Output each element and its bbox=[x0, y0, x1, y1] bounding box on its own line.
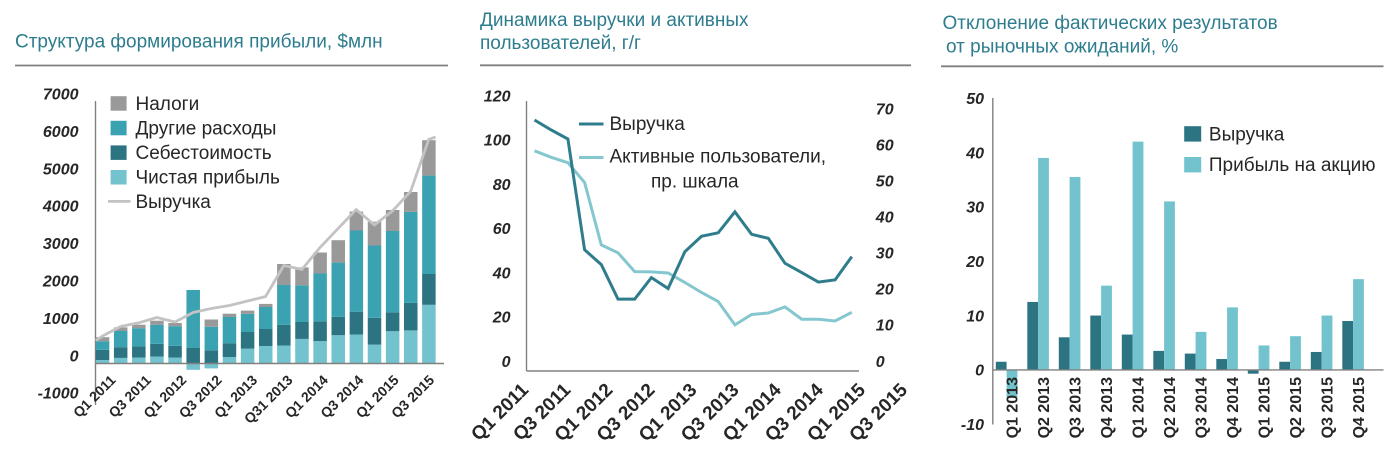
svg-text:0: 0 bbox=[70, 348, 79, 365]
svg-text:Q1 2015: Q1 2015 bbox=[1257, 377, 1274, 438]
svg-text:Q3 2015: Q3 2015 bbox=[1320, 377, 1337, 438]
svg-text:20: 20 bbox=[875, 282, 894, 299]
svg-text:20: 20 bbox=[492, 310, 511, 327]
svg-text:2000: 2000 bbox=[42, 274, 79, 291]
svg-text:Выручка: Выручка bbox=[136, 192, 212, 213]
svg-text:0: 0 bbox=[502, 354, 511, 371]
svg-text:30: 30 bbox=[966, 200, 984, 217]
svg-text:60: 60 bbox=[876, 137, 894, 154]
svg-text:1000: 1000 bbox=[43, 311, 79, 328]
svg-text:Налоги: Налоги bbox=[136, 94, 200, 115]
svg-text:6000: 6000 bbox=[43, 124, 79, 141]
svg-text:Q3 2014: Q3 2014 bbox=[1194, 377, 1211, 438]
svg-text:пр. шкала: пр. шкала bbox=[651, 171, 739, 192]
svg-text:10: 10 bbox=[966, 308, 984, 325]
svg-text:50: 50 bbox=[876, 174, 894, 191]
svg-text:-1000: -1000 bbox=[38, 386, 79, 403]
svg-text:Отклонение фактических результ: Отклонение фактических результатов bbox=[943, 13, 1278, 34]
svg-text:Выручка: Выручка bbox=[610, 114, 686, 135]
svg-text:Q1 2014: Q1 2014 bbox=[1131, 377, 1148, 438]
svg-text:Другие расходы: Другие расходы bbox=[136, 119, 277, 140]
svg-text:7000: 7000 bbox=[43, 87, 79, 104]
svg-text:5000: 5000 bbox=[43, 161, 79, 178]
svg-text:Прибыль на акцию: Прибыль на акцию bbox=[1209, 155, 1376, 176]
svg-text:10: 10 bbox=[876, 318, 894, 335]
svg-text:-10: -10 bbox=[961, 417, 984, 434]
svg-text:Q4 2013: Q4 2013 bbox=[1099, 377, 1116, 438]
svg-text:Q4 2015: Q4 2015 bbox=[1351, 377, 1368, 438]
svg-text:Структура формирования прибыли: Структура формирования прибыли, $млн bbox=[15, 32, 383, 53]
svg-text:30: 30 bbox=[876, 246, 894, 263]
svg-text:Q2 2015: Q2 2015 bbox=[1288, 377, 1305, 438]
svg-text:80: 80 bbox=[493, 177, 511, 194]
svg-text:Динамика выручки и активных: Динамика выручки и активных bbox=[480, 10, 749, 31]
svg-text:Q4 2014: Q4 2014 bbox=[1225, 377, 1242, 438]
svg-text:Чистая прибыль: Чистая прибыль bbox=[136, 168, 280, 189]
svg-text:40: 40 bbox=[875, 210, 894, 227]
svg-text:от рыночных ожиданий, %: от рыночных ожиданий, % bbox=[946, 36, 1178, 57]
svg-text:3000: 3000 bbox=[43, 236, 79, 253]
svg-text:0: 0 bbox=[876, 354, 885, 371]
svg-text:40: 40 bbox=[965, 145, 984, 162]
svg-text:40: 40 bbox=[492, 265, 511, 282]
svg-text:Выручка: Выручка bbox=[1209, 124, 1285, 145]
svg-text:Активные пользователи,: Активные пользователи, bbox=[610, 146, 827, 167]
svg-text:60: 60 bbox=[493, 221, 511, 238]
svg-text:100: 100 bbox=[484, 133, 511, 150]
svg-text:Q3 2013: Q3 2013 bbox=[1068, 377, 1085, 438]
svg-text:Q2 2014: Q2 2014 bbox=[1162, 377, 1179, 438]
svg-text:Себестоимость: Себестоимость bbox=[136, 143, 272, 164]
svg-text:50: 50 bbox=[966, 91, 984, 108]
svg-text:пользователей, г/г: пользователей, г/г bbox=[480, 33, 641, 54]
svg-text:120: 120 bbox=[484, 89, 511, 106]
svg-text:4000: 4000 bbox=[42, 199, 79, 216]
svg-text:70: 70 bbox=[876, 101, 894, 118]
svg-text:Q2 2013: Q2 2013 bbox=[1036, 377, 1053, 438]
svg-text:Q1 2013: Q1 2013 bbox=[1005, 377, 1022, 438]
svg-text:0: 0 bbox=[975, 363, 984, 380]
svg-text:20: 20 bbox=[965, 254, 984, 271]
